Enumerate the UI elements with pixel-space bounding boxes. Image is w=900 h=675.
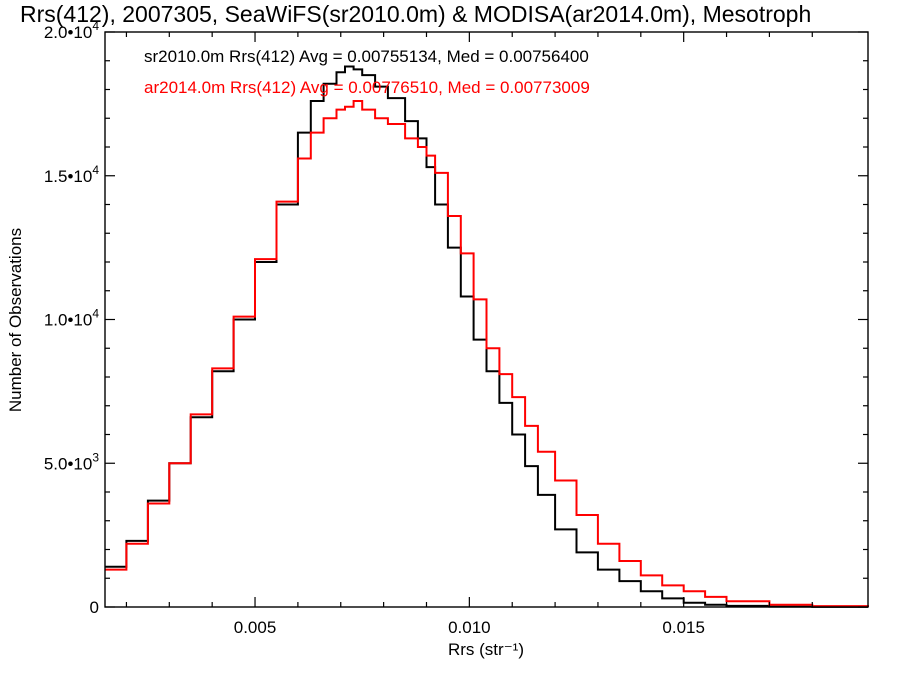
y-axis: 0 5.0•103 1.0•104 1.5•104 2.0•104 — [44, 19, 868, 617]
chart-title: Rrs(412), 2007305, SeaWiFS(sr2010.0m) & … — [20, 1, 811, 27]
y-tick-label: 1.5•104 — [44, 163, 100, 186]
y-tick-label: 1.0•104 — [44, 307, 100, 330]
x-tick-label: 0.010 — [448, 618, 491, 637]
legend: sr2010.0m Rrs(412) Avg = 0.00755134, Med… — [144, 47, 590, 97]
y-tick-label: 5.0•103 — [44, 450, 100, 473]
legend-entry-black: sr2010.0m Rrs(412) Avg = 0.00755134, Med… — [144, 47, 589, 66]
legend-entry-red: ar2014.0m Rrs(412) Avg = 0.00776510, Med… — [144, 78, 590, 97]
x-tick-label: 0.005 — [234, 618, 277, 637]
x-axis: 0.005 0.010 0.015 — [125, 32, 813, 637]
y-axis-label: Number of Observations — [6, 228, 25, 412]
x-axis-label: Rrs (str⁻¹) — [448, 640, 524, 659]
y-tick-label: 0 — [90, 598, 99, 617]
series-line-1 — [105, 100, 869, 608]
y-tick-label: 2.0•104 — [44, 19, 100, 42]
series-layer — [105, 65, 869, 608]
x-tick-label: 0.015 — [662, 618, 705, 637]
